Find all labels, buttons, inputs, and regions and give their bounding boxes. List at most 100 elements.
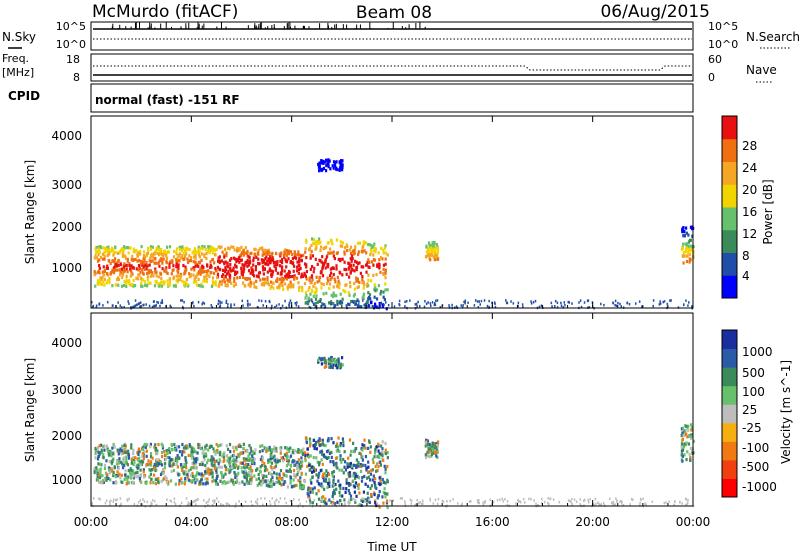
range-gate-cell: [259, 278, 262, 282]
range-gate-cell: [142, 272, 145, 276]
range-gate-cell: [357, 483, 360, 487]
range-gate-cell: [194, 249, 197, 254]
range-gate-cell: [221, 475, 224, 480]
range-gate-cell: [314, 286, 317, 290]
range-gate-cell: [295, 483, 298, 487]
range-gate-cell: [689, 423, 693, 427]
range-gate-cell: [145, 267, 148, 271]
range-gate-cell: [361, 443, 364, 447]
range-gate-cell: [212, 271, 216, 275]
range-gate-cell: [289, 250, 293, 254]
range-gate-cell: [249, 446, 252, 450]
ground-scatter-cell: [554, 305, 556, 308]
range-gate-cell: [683, 234, 686, 238]
range-gate-cell: [249, 481, 253, 485]
range-gate-cell: [327, 438, 330, 442]
range-gate-cell: [228, 275, 231, 279]
range-gate-cell: [330, 450, 333, 455]
ground-scatter-cell: [134, 304, 137, 307]
range-gate-cell: [300, 483, 304, 488]
range-gate-cell: [125, 278, 128, 282]
range-gate-cell: [285, 277, 289, 281]
range-gate-cell: [436, 455, 439, 460]
velocity-colorbar-swatch: [722, 478, 737, 498]
range-gate-cell: [133, 250, 137, 254]
range-gate-cell: [152, 252, 156, 256]
range-gate-cell: [96, 477, 100, 482]
range-gate-cell: [214, 283, 217, 287]
range-gate-cell: [266, 252, 269, 257]
range-gate-cell: [349, 251, 353, 256]
range-gate-cell: [317, 475, 320, 479]
range-gate-cell: [680, 453, 683, 457]
range-gate-cell: [301, 448, 304, 453]
range-gate-cell: [273, 449, 276, 453]
power-y-ticks: 1000 2000 3000 4000: [51, 129, 82, 275]
velocity-y-tick-label: 1000: [51, 473, 82, 487]
range-gate-cell: [125, 267, 128, 271]
ground-scatter-cell: [517, 498, 519, 502]
range-gate-cell: [185, 252, 188, 256]
range-gate-cell: [328, 484, 331, 488]
range-gate-cell: [330, 358, 334, 362]
range-gate-cell: [317, 241, 320, 246]
range-gate-cell: [220, 282, 223, 287]
range-gate-cell: [275, 472, 278, 476]
range-gate-cell: [175, 247, 179, 251]
ground-scatter-cell: [642, 497, 644, 500]
range-gate-cell: [121, 246, 124, 251]
range-gate-cell: [192, 461, 196, 465]
ground-scatter-cell: [547, 497, 549, 500]
range-gate-cell: [384, 451, 388, 456]
range-gate-cell: [198, 253, 201, 257]
range-gate-cell: [214, 466, 218, 471]
range-gate-cell: [132, 249, 135, 254]
range-gate-cell: [332, 285, 335, 289]
range-gate-cell: [257, 257, 260, 261]
ground-scatter-cell: [393, 305, 396, 308]
range-gate-cell: [199, 246, 203, 250]
range-gate-cell: [691, 426, 694, 430]
range-gate-cell: [137, 452, 140, 457]
range-gate-cell: [130, 461, 133, 465]
range-gate-cell: [233, 248, 236, 252]
ground-scatter-cell: [235, 502, 237, 506]
range-gate-cell: [435, 243, 439, 247]
range-gate-cell: [127, 468, 130, 473]
ground-scatter-cell: [614, 503, 616, 506]
range-gate-cell: [297, 465, 300, 469]
range-gate-cell: [681, 431, 684, 435]
range-gate-cell: [433, 241, 436, 246]
ground-scatter-cell: [202, 301, 204, 304]
range-gate-cell: [125, 461, 128, 465]
ground-scatter-cell: [442, 500, 445, 504]
range-gate-cell: [362, 446, 365, 450]
range-gate-cell: [204, 447, 207, 451]
power-cells: [91, 158, 695, 311]
ground-scatter-cell: [463, 300, 465, 304]
range-gate-cell: [225, 251, 228, 255]
range-gate-cell: [336, 302, 339, 306]
ground-scatter-cell: [195, 499, 197, 502]
velocity-colorbar-tick: 1000: [742, 345, 773, 359]
range-gate-cell: [178, 248, 182, 252]
range-gate-cell: [166, 271, 169, 276]
range-gate-cell: [114, 480, 118, 484]
velocity-panel: 1000 2000 3000 4000 Slant Range [km] 100…: [23, 312, 793, 510]
ground-scatter-cell: [242, 304, 244, 307]
range-gate-cell: [288, 270, 291, 275]
range-gate-cell: [338, 286, 341, 290]
range-gate-cell: [103, 466, 107, 471]
range-gate-cell: [160, 471, 164, 475]
ground-scatter-cell: [143, 303, 145, 307]
range-gate-cell: [223, 247, 227, 251]
ground-scatter-cell: [540, 502, 543, 505]
range-gate-cell: [273, 445, 276, 449]
range-gate-cell: [147, 246, 150, 251]
range-gate-cell: [154, 448, 158, 452]
range-gate-cell: [297, 271, 300, 275]
range-gate-cell: [306, 300, 309, 304]
range-gate-cell: [153, 261, 156, 265]
range-gate-cell: [379, 256, 383, 260]
range-gate-cell: [352, 472, 355, 476]
